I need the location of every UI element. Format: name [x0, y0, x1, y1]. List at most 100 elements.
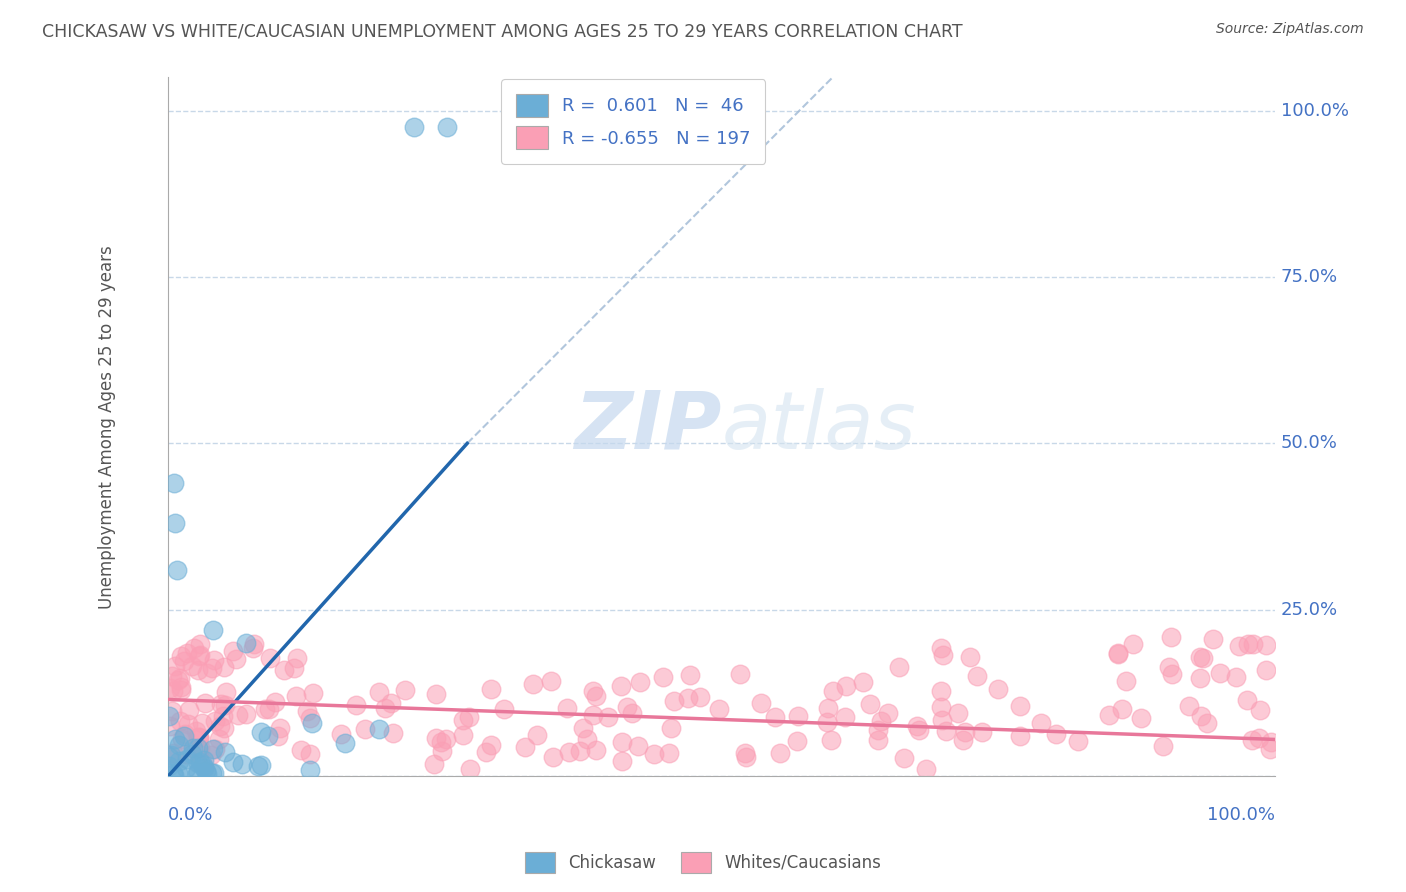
Point	[987, 681, 1010, 696]
Point	[786, 709, 808, 723]
Point	[176, 752, 198, 766]
Point	[380, 697, 402, 711]
Point	[159, 719, 181, 733]
Point	[1115, 674, 1137, 689]
Point	[200, 765, 222, 780]
Point	[434, 732, 457, 747]
Text: 25.0%: 25.0%	[1281, 600, 1339, 619]
Point	[204, 741, 226, 756]
Point	[460, 763, 482, 777]
Point	[257, 729, 280, 743]
Point	[222, 643, 245, 657]
Point	[157, 749, 180, 764]
Point	[394, 682, 416, 697]
Point	[1045, 726, 1067, 740]
Point	[159, 681, 181, 695]
Point	[184, 723, 207, 738]
Point	[1107, 647, 1129, 661]
Point	[598, 710, 620, 724]
Point	[786, 734, 808, 748]
Point	[225, 652, 247, 666]
Point	[866, 732, 889, 747]
Point	[931, 713, 953, 727]
Point	[815, 714, 838, 729]
Point	[494, 702, 516, 716]
Point	[1202, 632, 1225, 646]
Point	[264, 695, 287, 709]
Point	[946, 706, 969, 721]
Point	[163, 731, 186, 746]
Point	[162, 704, 184, 718]
Point	[329, 726, 352, 740]
Point	[157, 759, 180, 773]
Point	[187, 731, 209, 746]
Point	[283, 661, 305, 675]
Point	[167, 673, 190, 687]
Point	[354, 722, 377, 736]
Point	[208, 732, 231, 747]
Point	[188, 636, 211, 650]
Point	[576, 732, 599, 747]
Point	[170, 649, 193, 664]
Point	[214, 698, 236, 712]
Point	[1010, 729, 1032, 743]
Point	[451, 728, 474, 742]
Point	[187, 747, 209, 762]
Point	[212, 721, 235, 735]
Point	[1098, 708, 1121, 723]
Point	[285, 651, 308, 665]
Point	[423, 757, 446, 772]
Point	[188, 755, 211, 769]
Point	[627, 739, 650, 753]
Point	[166, 563, 188, 577]
Point	[1122, 637, 1144, 651]
Point	[610, 735, 633, 749]
Point	[659, 721, 682, 735]
Point	[1225, 670, 1247, 684]
Point	[1260, 735, 1282, 749]
Point	[297, 704, 319, 718]
Point	[249, 757, 271, 772]
Point	[728, 667, 751, 681]
Point	[176, 646, 198, 660]
Point	[187, 764, 209, 779]
Point	[242, 641, 264, 656]
Text: Source: ZipAtlas.com: Source: ZipAtlas.com	[1216, 22, 1364, 37]
Point	[852, 675, 875, 690]
Point	[193, 761, 215, 775]
Point	[859, 697, 882, 711]
Point	[425, 731, 447, 746]
Point	[298, 763, 321, 777]
Point	[187, 649, 209, 664]
Point	[651, 670, 673, 684]
Point	[269, 721, 291, 735]
Point	[1129, 711, 1152, 725]
Point	[187, 741, 209, 756]
Point	[157, 749, 180, 764]
Point	[436, 120, 458, 135]
Point	[557, 701, 579, 715]
Point	[374, 700, 396, 714]
Text: 0.0%: 0.0%	[169, 806, 214, 824]
Point	[430, 744, 453, 758]
Point	[1240, 733, 1263, 747]
Point	[557, 745, 579, 759]
Point	[905, 719, 928, 733]
Point	[200, 747, 222, 762]
Point	[835, 680, 858, 694]
Text: CHICKASAW VS WHITE/CAUCASIAN UNEMPLOYMENT AMONG AGES 25 TO 29 YEARS CORRELATION : CHICKASAW VS WHITE/CAUCASIAN UNEMPLOYMEN…	[42, 22, 963, 40]
Point	[526, 728, 548, 742]
Point	[193, 757, 215, 772]
Point	[735, 750, 758, 764]
Text: atlas: atlas	[721, 388, 917, 466]
Point	[479, 738, 502, 752]
Point	[235, 636, 257, 650]
Point	[195, 767, 218, 781]
Point	[187, 663, 209, 677]
Point	[162, 747, 184, 761]
Point	[1258, 741, 1281, 756]
Point	[169, 714, 191, 728]
Point	[190, 741, 212, 756]
Point	[569, 744, 592, 758]
Legend: Chickasaw, Whites/Caucasians: Chickasaw, Whites/Caucasians	[519, 846, 887, 880]
